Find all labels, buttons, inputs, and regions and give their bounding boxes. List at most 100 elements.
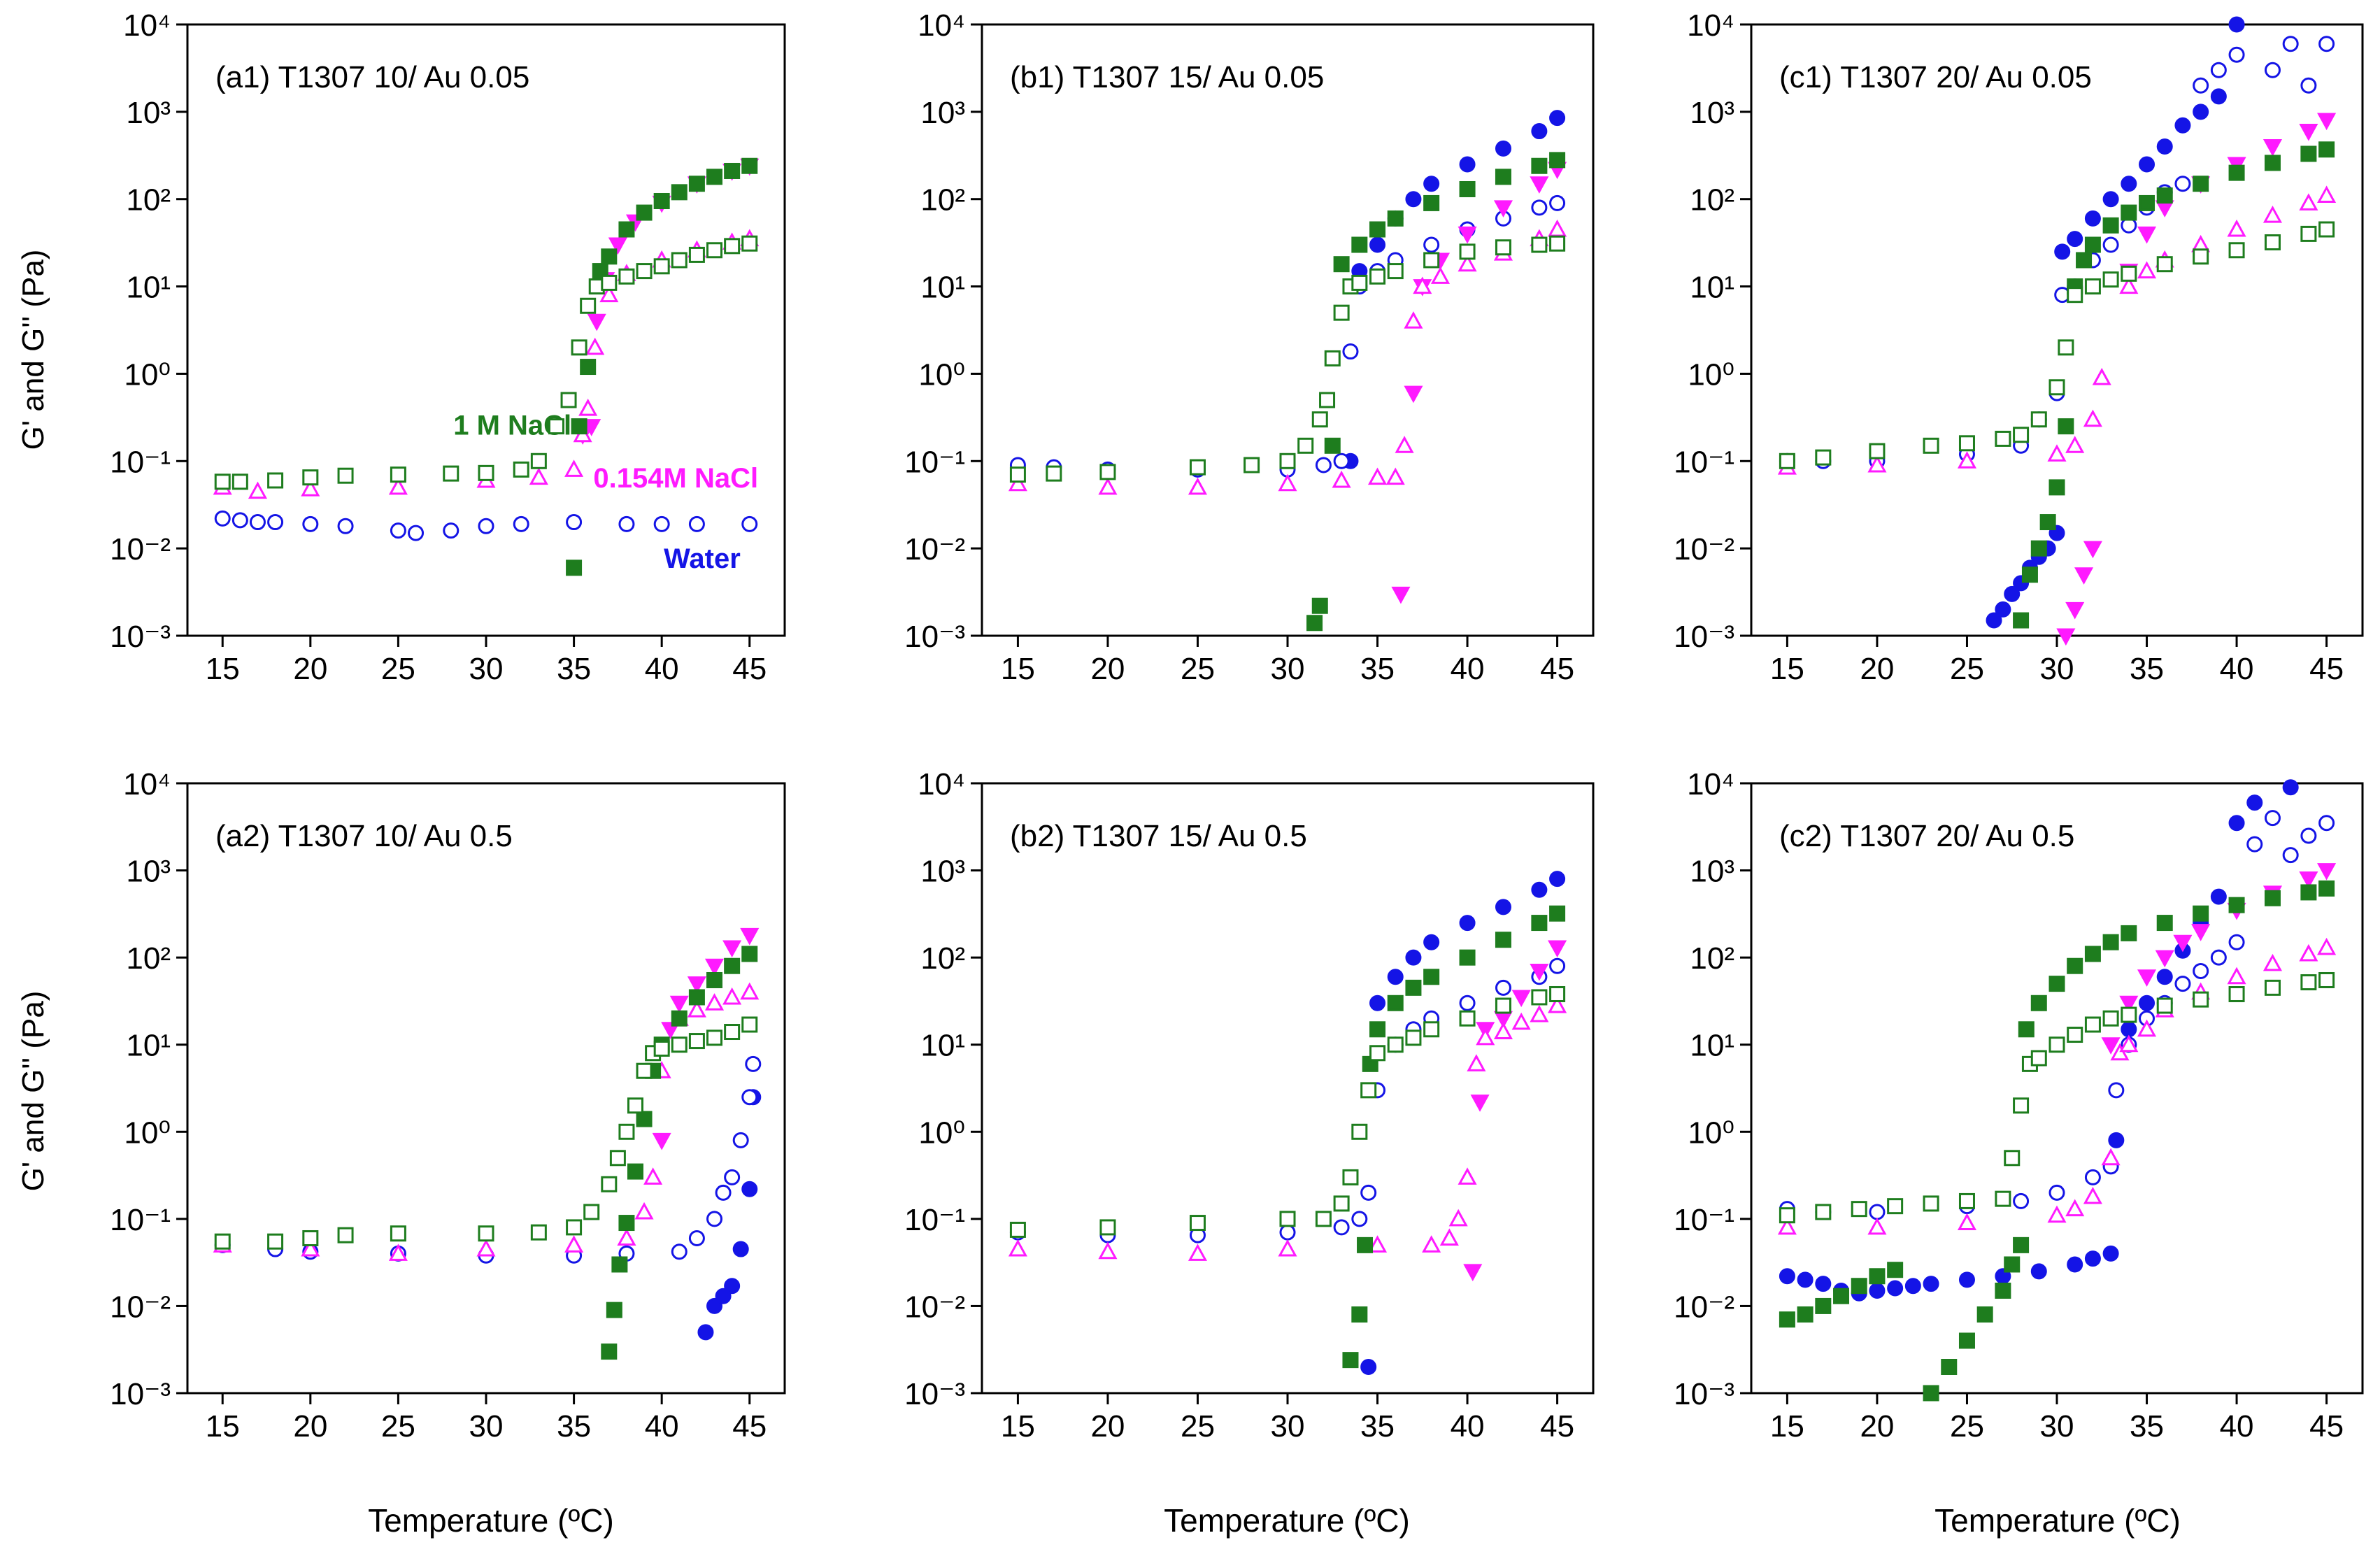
data-point: [2174, 117, 2191, 134]
data-point: [2228, 985, 2245, 1002]
y-tick-label: 10⁻³: [904, 620, 965, 654]
series-water-g-: [1342, 110, 1566, 469]
data-point: [1387, 1036, 1404, 1053]
data-point: [1459, 1010, 1476, 1027]
data-point: [2102, 217, 2119, 234]
data-point: [2048, 1184, 2065, 1201]
data-point: [1360, 1184, 1377, 1201]
series-water-g-: [1009, 194, 1566, 478]
x-tick-label: 45: [732, 1409, 767, 1444]
data-point: [2067, 287, 2083, 304]
data-point: [1458, 1167, 1477, 1185]
data-point: [1459, 156, 1476, 173]
data-point: [1333, 1195, 1350, 1212]
data-point: [1867, 1217, 1887, 1235]
data-point: [2047, 444, 2067, 462]
data-point: [1244, 457, 1260, 473]
data-point: [1869, 443, 1886, 459]
data-point: [741, 1016, 758, 1033]
data-point: [1904, 1278, 1921, 1295]
series-0-154m-nacl-g-: [213, 229, 760, 499]
data-point: [1369, 221, 1386, 238]
data-point: [1279, 452, 1296, 469]
data-point: [2054, 243, 2071, 260]
data-point: [548, 418, 564, 435]
data-point: [715, 1184, 732, 1201]
data-point: [267, 514, 284, 531]
data-point: [2121, 1006, 2137, 1023]
x-tick-label: 25: [1950, 652, 1984, 686]
data-point: [669, 995, 689, 1013]
x-tick-label: 35: [1360, 1409, 1395, 1444]
series-annotation: Water: [664, 543, 741, 574]
data-point: [1342, 1169, 1359, 1185]
data-point: [1493, 200, 1513, 218]
data-point: [1098, 1241, 1118, 1260]
data-point: [636, 1111, 653, 1127]
data-point: [1009, 466, 1026, 483]
data-point: [706, 242, 723, 259]
y-tick-label: 10⁻¹: [110, 1203, 171, 1237]
data-point: [653, 1040, 670, 1057]
data-point: [1098, 477, 1118, 495]
series-1-m-nacl-g-: [214, 1016, 758, 1250]
data-point: [1458, 226, 1477, 244]
series-water-g-: [1360, 871, 1566, 1376]
data-point: [1467, 1054, 1486, 1071]
y-tick-label: 10⁴: [1687, 8, 1734, 43]
data-point: [2156, 969, 2173, 985]
data-point: [1099, 464, 1116, 480]
data-point: [2139, 995, 2155, 1011]
data-point: [2193, 77, 2209, 94]
data-point: [688, 1033, 705, 1050]
data-point: [627, 1097, 643, 1114]
data-point: [513, 515, 529, 532]
x-tick-label: 25: [1181, 1409, 1215, 1444]
data-point: [2013, 427, 2030, 443]
data-point: [1869, 1204, 1886, 1220]
data-point: [478, 1225, 494, 1242]
data-point: [1423, 176, 1440, 192]
y-tick-label: 10⁻¹: [1674, 1203, 1734, 1237]
data-point: [580, 359, 597, 376]
data-point: [724, 957, 741, 974]
data-point: [2102, 271, 2119, 288]
series-water-g-: [214, 510, 758, 541]
plot-frame: [1750, 23, 2364, 637]
data-point: [2156, 187, 2173, 204]
x-tick-label: 35: [557, 1409, 591, 1444]
data-point: [1387, 995, 1404, 1011]
data-point: [599, 285, 619, 303]
data-point: [1495, 140, 1511, 157]
data-point: [1815, 1204, 1832, 1220]
data-point: [1369, 268, 1386, 285]
data-point: [1549, 152, 1566, 169]
data-point: [2121, 1021, 2137, 1038]
x-tick-label: 25: [381, 652, 415, 686]
data-point: [1549, 235, 1566, 252]
series-water-g-: [1779, 779, 2299, 1302]
y-tick-label: 10⁴: [918, 8, 965, 43]
data-point: [1887, 1262, 1904, 1278]
data-point: [609, 1150, 626, 1167]
data-point: [2300, 827, 2317, 844]
data-point: [2155, 950, 2174, 968]
data-point: [1463, 1264, 1483, 1281]
series-1-m-nacl-g-: [1009, 235, 1566, 483]
data-point: [267, 1233, 284, 1250]
data-point: [741, 1089, 758, 1106]
data-point: [1459, 915, 1476, 932]
data-point: [2056, 628, 2076, 646]
data-point: [704, 993, 725, 1011]
data-point: [1422, 1235, 1441, 1253]
y-tick-label: 10⁻¹: [1674, 445, 1734, 479]
data-point: [2156, 997, 2173, 1014]
data-point: [1315, 457, 1332, 473]
data-point: [1351, 1211, 1368, 1227]
data-point: [1923, 1276, 1939, 1292]
data-point: [2210, 888, 2227, 905]
data-point: [724, 1278, 741, 1295]
data-point: [2039, 514, 2056, 531]
data-point: [2282, 36, 2299, 52]
data-point: [1531, 915, 1548, 932]
